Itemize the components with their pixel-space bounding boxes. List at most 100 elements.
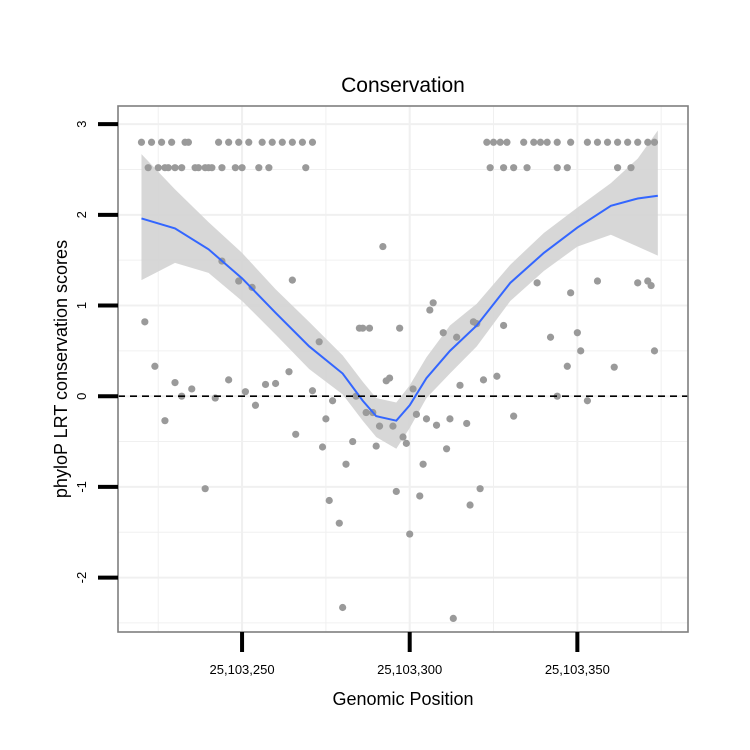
data-point bbox=[627, 164, 635, 172]
data-point bbox=[328, 397, 337, 405]
data-point bbox=[168, 138, 176, 146]
data-point bbox=[613, 164, 622, 172]
data-point bbox=[530, 138, 538, 146]
data-point bbox=[603, 138, 612, 146]
x-axis-title: Genomic Position bbox=[332, 689, 473, 709]
data-point bbox=[292, 430, 300, 438]
data-point bbox=[141, 318, 149, 326]
data-point bbox=[536, 138, 545, 146]
data-point bbox=[268, 138, 276, 146]
data-point bbox=[315, 338, 323, 346]
data-point bbox=[503, 138, 511, 146]
data-point bbox=[573, 329, 581, 337]
data-point bbox=[489, 138, 498, 146]
data-point bbox=[647, 281, 655, 290]
data-point bbox=[429, 299, 437, 307]
data-point bbox=[238, 164, 246, 172]
data-point bbox=[466, 501, 474, 509]
data-point bbox=[308, 138, 317, 146]
data-point bbox=[379, 242, 387, 251]
data-point bbox=[624, 138, 632, 146]
data-point bbox=[546, 333, 555, 341]
data-point bbox=[171, 164, 179, 172]
data-point bbox=[375, 422, 384, 430]
data-point bbox=[563, 362, 571, 370]
data-point bbox=[194, 164, 203, 172]
data-point bbox=[567, 289, 575, 297]
data-point bbox=[362, 408, 370, 417]
data-point bbox=[432, 421, 441, 429]
data-point bbox=[577, 347, 585, 355]
confidence-band bbox=[141, 130, 658, 449]
data-point bbox=[261, 380, 270, 389]
data-point bbox=[583, 138, 592, 146]
data-point bbox=[476, 485, 484, 493]
data-point bbox=[650, 347, 659, 355]
y-tick-label: -1 bbox=[74, 481, 89, 493]
data-point bbox=[439, 329, 447, 337]
panel-border bbox=[117, 105, 689, 633]
data-point bbox=[225, 138, 233, 146]
grid-layer bbox=[118, 106, 688, 632]
data-point bbox=[144, 164, 152, 172]
data-point bbox=[593, 277, 602, 285]
data-point bbox=[463, 419, 471, 428]
data-point bbox=[288, 138, 296, 146]
data-point bbox=[419, 460, 427, 468]
data-point bbox=[493, 372, 501, 380]
data-point bbox=[486, 164, 494, 172]
y-tick-label: 3 bbox=[74, 121, 89, 128]
data-point bbox=[442, 445, 451, 453]
data-point bbox=[449, 614, 457, 622]
data-point bbox=[154, 164, 162, 172]
y-tick-label: 2 bbox=[74, 211, 89, 218]
smooth-fit-line bbox=[141, 194, 658, 422]
y-axis-title: phyloP LRT conservation scores bbox=[51, 240, 71, 498]
data-point bbox=[285, 368, 293, 376]
data-point bbox=[171, 379, 179, 387]
data-point bbox=[523, 164, 531, 172]
data-point bbox=[157, 138, 166, 146]
axis-layer: 25,103,250 25,103,300 25,103,350 -2 -1 0 1 2 3 bbox=[74, 121, 610, 677]
data-point bbox=[365, 324, 374, 332]
data-point bbox=[499, 164, 508, 172]
data-point bbox=[265, 164, 273, 172]
data-point bbox=[288, 276, 296, 284]
data-point bbox=[402, 439, 410, 447]
data-point bbox=[583, 397, 592, 405]
data-point bbox=[634, 279, 642, 287]
data-point bbox=[302, 164, 310, 172]
data-point bbox=[235, 277, 243, 285]
data-point bbox=[245, 138, 253, 146]
chart-title: Conservation bbox=[341, 74, 465, 97]
data-point bbox=[553, 138, 561, 146]
data-point bbox=[308, 387, 317, 395]
data-point bbox=[389, 422, 397, 430]
data-point bbox=[446, 415, 454, 423]
data-point bbox=[151, 362, 159, 370]
data-point bbox=[499, 321, 508, 330]
x-tick-label: 25,103,300 bbox=[377, 662, 442, 677]
data-point bbox=[644, 138, 652, 146]
data-point bbox=[342, 460, 350, 468]
data-point bbox=[543, 138, 551, 146]
data-point bbox=[456, 381, 464, 389]
data-point bbox=[372, 442, 380, 450]
data-point bbox=[396, 324, 404, 332]
data-point bbox=[208, 164, 216, 172]
data-point bbox=[255, 164, 263, 172]
data-point bbox=[406, 530, 414, 538]
data-point bbox=[349, 437, 357, 446]
data-point bbox=[178, 164, 186, 172]
data-point bbox=[385, 374, 394, 382]
smooth-line-layer bbox=[141, 194, 658, 422]
y-tick-label: 1 bbox=[74, 302, 89, 309]
x-tick-label: 25,103,350 bbox=[545, 662, 610, 677]
data-point bbox=[231, 164, 239, 172]
data-point bbox=[422, 415, 431, 423]
data-point bbox=[533, 279, 541, 287]
data-point bbox=[318, 443, 327, 451]
data-point bbox=[399, 433, 407, 441]
data-point bbox=[225, 376, 233, 384]
data-point bbox=[235, 138, 243, 146]
